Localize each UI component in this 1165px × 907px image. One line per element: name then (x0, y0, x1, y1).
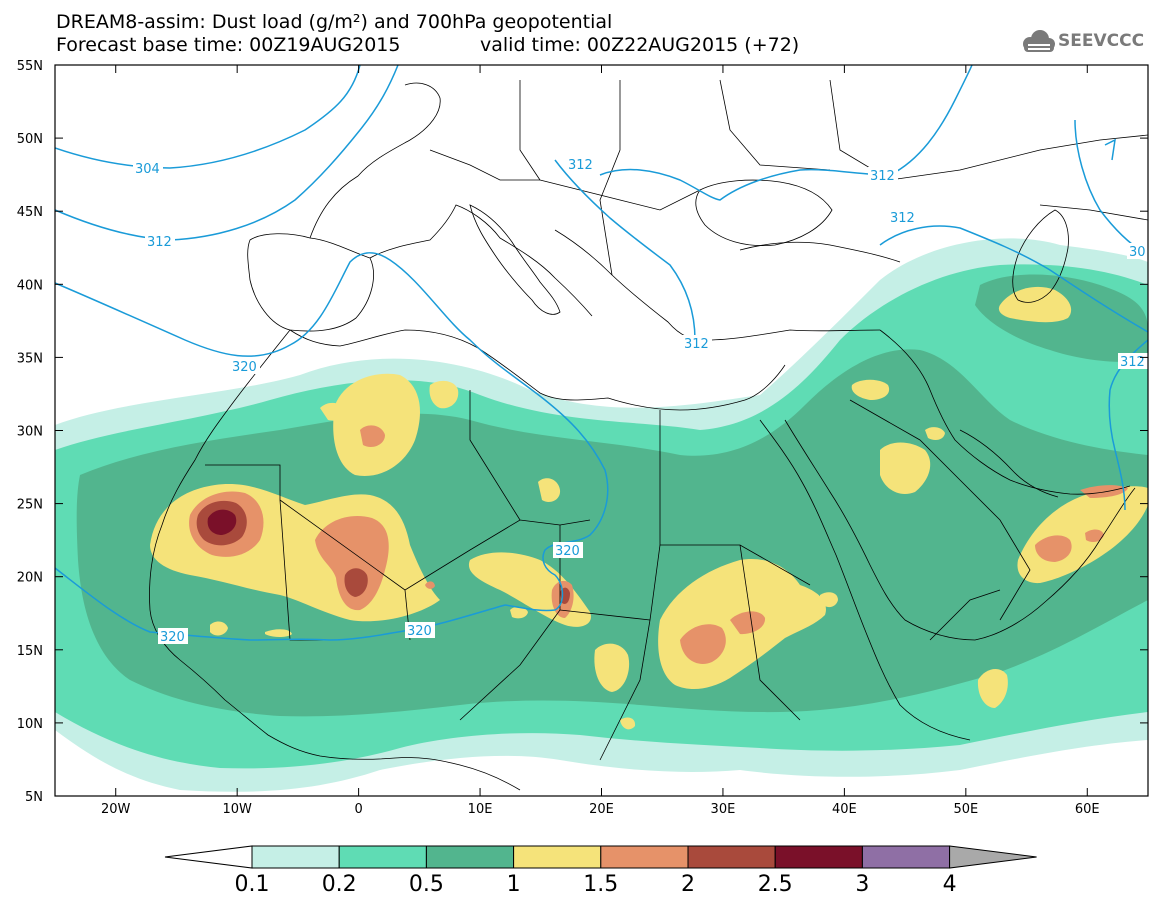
colorbar-label: 0.1 (235, 872, 270, 897)
colorbar-label: 0.2 (322, 872, 357, 897)
colorbar: 0.1 0.2 0.5 1 1.5 2 2.5 3 4 (164, 845, 1037, 897)
contour-label-320-d: 320 (158, 628, 188, 645)
colorbar-label: 1 (507, 872, 521, 897)
map-subtitle: Forecast base time: 00Z19AUG2015 valid ti… (56, 34, 799, 56)
colorbar-label: 1.5 (583, 872, 618, 897)
contour-label-312-c: 312 (682, 335, 712, 352)
y-tick-label: 45N (17, 205, 43, 220)
contour-label-320-a: 320 (230, 358, 260, 375)
seevccc-logo (1023, 30, 1055, 52)
contour-label-320-b: 320 (553, 542, 583, 559)
x-tick-label: 40E (832, 802, 857, 817)
x-tick-label: 60E (1075, 802, 1100, 817)
colorbar-label: 3 (855, 872, 869, 897)
dust-band-2.5 (207, 509, 237, 535)
colorbar-label: 4 (943, 872, 957, 897)
colorbar-segment (425, 845, 515, 869)
colorbar-label: 2 (681, 872, 695, 897)
svg-text:312: 312 (1120, 355, 1145, 370)
y-tick-label: 5N (25, 790, 43, 805)
contour-label-312-a: 312 (145, 233, 175, 250)
colorbar-segment (861, 845, 951, 869)
colorbar-label: 2.5 (758, 872, 793, 897)
y-tick-label: 55N (17, 59, 43, 74)
x-tick-label: 20W (101, 802, 131, 817)
contour-label-304: 304 (133, 160, 163, 177)
y-tick-label: 20N (17, 571, 43, 586)
contour-label-312-f: 312 (1118, 353, 1148, 370)
map-title: DREAM8-assim: Dust load (g/m²) and 700hP… (56, 11, 613, 33)
x-tick-label: 20E (589, 802, 614, 817)
svg-text:312: 312 (890, 211, 915, 226)
svg-text:30: 30 (1129, 245, 1146, 260)
x-tick-label: 10W (222, 802, 252, 817)
x-tick-label: 10E (468, 802, 493, 817)
y-tick-label: 15N (17, 644, 43, 659)
geopotential-contours (55, 65, 1148, 641)
colorbar-segment (774, 845, 863, 869)
colorbar-segment (687, 845, 776, 869)
axis-ticks: 20W 10W 0 10E 20E 30E 40E 50E 60E 55N 50N 45N 40N 35N… (17, 59, 1148, 817)
x-tick-label: 0 (354, 802, 362, 817)
contour-label-30: 30 (1127, 243, 1148, 260)
svg-text:320: 320 (407, 624, 432, 639)
y-tick-label: 50N (17, 132, 43, 147)
colorbar-underflow-triangle (164, 845, 253, 869)
svg-text:312: 312 (568, 158, 593, 173)
x-tick-label: 50E (953, 802, 978, 817)
y-tick-label: 25N (17, 498, 43, 513)
colorbar-segment (513, 845, 602, 869)
logo-text: SEEVCCC (1058, 31, 1145, 51)
contour-label-312-d: 312 (868, 167, 898, 184)
colorbar-segment (251, 845, 340, 869)
contour-label-312-b: 312 (566, 156, 596, 173)
x-tick-label: 30E (711, 802, 736, 817)
colorbar-segment (600, 845, 689, 869)
contour-label-312-e: 312 (888, 209, 918, 226)
svg-text:312: 312 (870, 169, 895, 184)
svg-text:320: 320 (232, 360, 257, 375)
colorbar-segment (338, 845, 427, 869)
contour-labels: 304 312 312 320 312 312 312 312 320 320 … (133, 156, 1148, 645)
colorbar-overflow-triangle (949, 845, 1037, 869)
valid-time: valid time: 00Z22AUG2015 (+72) (480, 34, 800, 56)
dust-field (55, 65, 1148, 792)
svg-text:320: 320 (555, 544, 580, 559)
svg-text:312: 312 (684, 337, 709, 352)
forecast-base-time: Forecast base time: 00Z19AUG2015 (56, 34, 401, 56)
svg-text:304: 304 (135, 162, 160, 177)
y-tick-label: 40N (17, 278, 43, 293)
coastlines (149, 79, 1148, 791)
y-tick-label: 35N (17, 351, 43, 366)
cloud-icon (1023, 30, 1055, 52)
y-tick-label: 10N (17, 717, 43, 732)
svg-text:320: 320 (160, 630, 185, 645)
contour-label-320-c: 320 (405, 622, 435, 639)
colorbar-label: 0.5 (409, 872, 444, 897)
svg-text:312: 312 (147, 235, 172, 250)
y-tick-label: 30N (17, 425, 43, 440)
